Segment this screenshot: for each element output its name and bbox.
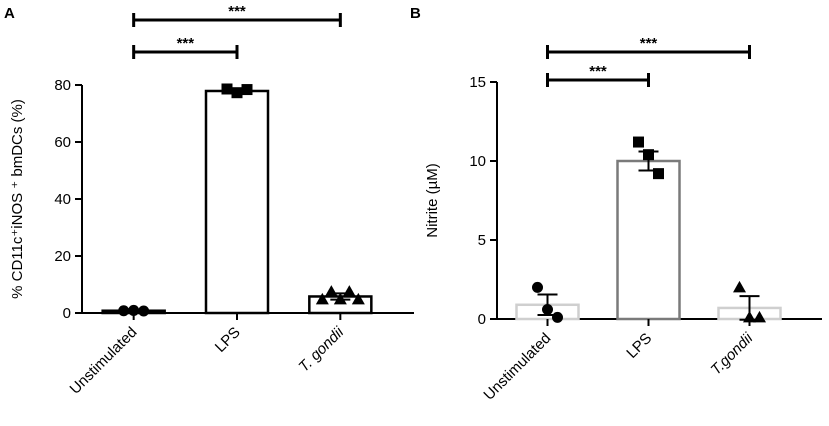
y-tick-label: 40 xyxy=(54,191,71,208)
y-axis-label: Nitrite (µM) xyxy=(424,163,441,237)
error-bar xyxy=(330,292,351,301)
data-point xyxy=(342,285,356,297)
x-tick-label: Unstimulated xyxy=(480,330,554,404)
panel-label: A xyxy=(4,5,15,22)
error-bar xyxy=(739,295,760,321)
significance-bracket xyxy=(132,45,239,59)
x-tick-label: Unstimulated xyxy=(67,324,141,398)
bar xyxy=(204,89,270,315)
y-tick-label: 5 xyxy=(478,232,486,249)
y-tick-label: 0 xyxy=(63,305,71,322)
data-point xyxy=(653,168,664,180)
data-point xyxy=(324,285,338,297)
significance-bracket xyxy=(546,73,650,87)
y-tick-label: 15 xyxy=(469,74,486,91)
data-point xyxy=(552,311,563,323)
x-tick-label: T. gondii xyxy=(295,323,347,375)
x-tick-label: LPS xyxy=(212,324,244,356)
y-tick-label: 80 xyxy=(54,77,71,94)
data-point xyxy=(633,136,644,148)
significance-label: *** xyxy=(177,35,195,52)
data-point xyxy=(532,281,543,293)
data-point xyxy=(118,305,130,317)
y-tick-label: 20 xyxy=(54,248,71,265)
data-point xyxy=(733,280,746,293)
x-tick-label: T.gondii xyxy=(708,329,757,378)
error-bar xyxy=(227,88,247,94)
panel-label: B xyxy=(410,5,421,22)
y-tick-label: 0 xyxy=(478,311,486,328)
y-tick-label: 10 xyxy=(469,153,486,170)
significance-label: *** xyxy=(228,3,246,20)
y-tick-label: 60 xyxy=(54,134,71,151)
bar xyxy=(616,159,681,321)
significance-bracket xyxy=(546,45,751,59)
error-bar xyxy=(123,309,144,313)
error-bar xyxy=(537,293,558,317)
significance-bracket xyxy=(132,13,342,27)
y-axis-label: % CD11c⁺iNOS ⁺ bmDCs (%) xyxy=(9,99,26,299)
data-point xyxy=(315,292,329,305)
significance-label: *** xyxy=(640,35,658,52)
error-bar xyxy=(638,150,659,172)
x-tick-label: LPS xyxy=(623,330,655,362)
significance-label: *** xyxy=(589,63,607,80)
data-point xyxy=(351,292,365,305)
